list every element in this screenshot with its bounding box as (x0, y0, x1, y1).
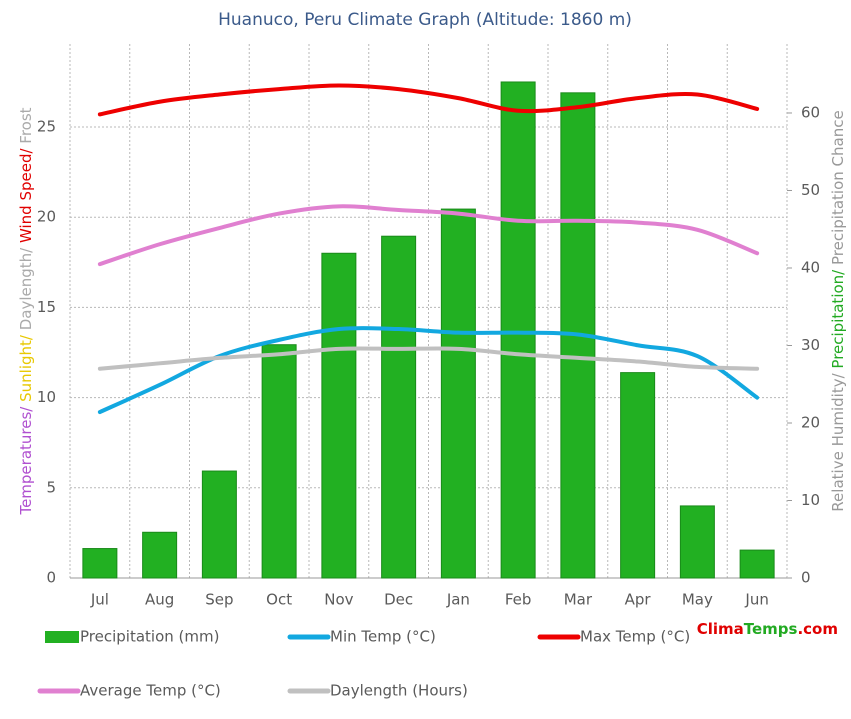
y-tick-label: 0 (46, 569, 56, 587)
y-axis-label-part: Wind Speed/ (17, 148, 35, 248)
y2-tick-label: 60 (801, 103, 820, 121)
line (97, 326, 760, 415)
y2-axis-label: Relative Humidity/ Precipitation/ Precip… (829, 110, 847, 511)
y2-tick-label: 50 (801, 181, 820, 199)
y2-axis-label-part: Relative Humidity/ (829, 372, 847, 511)
brand: ClimaTemps.com (697, 620, 838, 638)
y-tick-label: 10 (37, 388, 56, 406)
x-tick-label: Sep (205, 591, 233, 609)
bar (500, 81, 536, 579)
legend-label: Daylength (Hours) (330, 682, 468, 700)
brand-part: Temps (744, 620, 798, 638)
x-tick-label: Oct (266, 591, 292, 609)
y2-tick-label: 10 (801, 491, 820, 509)
bar (679, 505, 715, 579)
bar (620, 372, 656, 579)
x-tick-label: Mar (564, 591, 593, 609)
legend-swatch (45, 631, 79, 643)
brand-part: Clima (697, 620, 744, 638)
y-axis-label-part: Sunlight/ (17, 334, 35, 407)
x-tick-label: Feb (505, 591, 532, 609)
y-tick-label: 5 (46, 478, 56, 496)
y-axis-label-part: Temperatures/ (17, 406, 35, 516)
x-tick-label: Jan (446, 591, 470, 609)
y-axis-label: Temperatures/ Sunlight/ Daylength/ Wind … (17, 107, 35, 515)
x-tick-label: Apr (625, 591, 652, 609)
bar (201, 470, 237, 579)
x-tick-label: May (682, 591, 713, 609)
x-tick-label: Dec (384, 591, 413, 609)
bar (142, 531, 178, 579)
y-axis-label-part: Daylength/ (17, 247, 35, 335)
bar (739, 549, 775, 579)
line (97, 346, 760, 371)
x-tick-label: Jul (90, 591, 109, 609)
bar (261, 344, 297, 579)
line (97, 204, 760, 267)
legend-label: Precipitation (mm) (80, 628, 219, 646)
y2-tick-label: 30 (801, 336, 820, 354)
y2-tick-label: 0 (801, 569, 811, 587)
legend-label: Average Temp (°C) (80, 682, 221, 700)
y2-tick-label: 40 (801, 258, 820, 276)
bar (440, 208, 476, 579)
y2-axis-label-part: Precipitation Chance (829, 110, 847, 269)
bar (381, 235, 417, 579)
y-tick-label: 15 (37, 298, 56, 316)
bar (82, 548, 118, 579)
y2-tick-label: 20 (801, 413, 820, 431)
chart-title: Huanuco, Peru Climate Graph (Altitude: 1… (218, 10, 632, 30)
legend-label: Max Temp (°C) (580, 628, 690, 646)
y-tick-label: 20 (37, 208, 56, 226)
y-axis-label-part: Frost (17, 107, 35, 148)
brand-part: .com (797, 620, 838, 638)
line (97, 83, 760, 117)
y-tick-label: 25 (37, 117, 56, 135)
x-tick-label: Jun (744, 591, 768, 609)
legend-label: Min Temp (°C) (330, 628, 436, 646)
x-tick-label: Aug (145, 591, 174, 609)
y2-axis-label-part: Precipitation/ (829, 269, 847, 374)
bar (321, 252, 357, 579)
x-tick-label: Nov (324, 591, 353, 609)
